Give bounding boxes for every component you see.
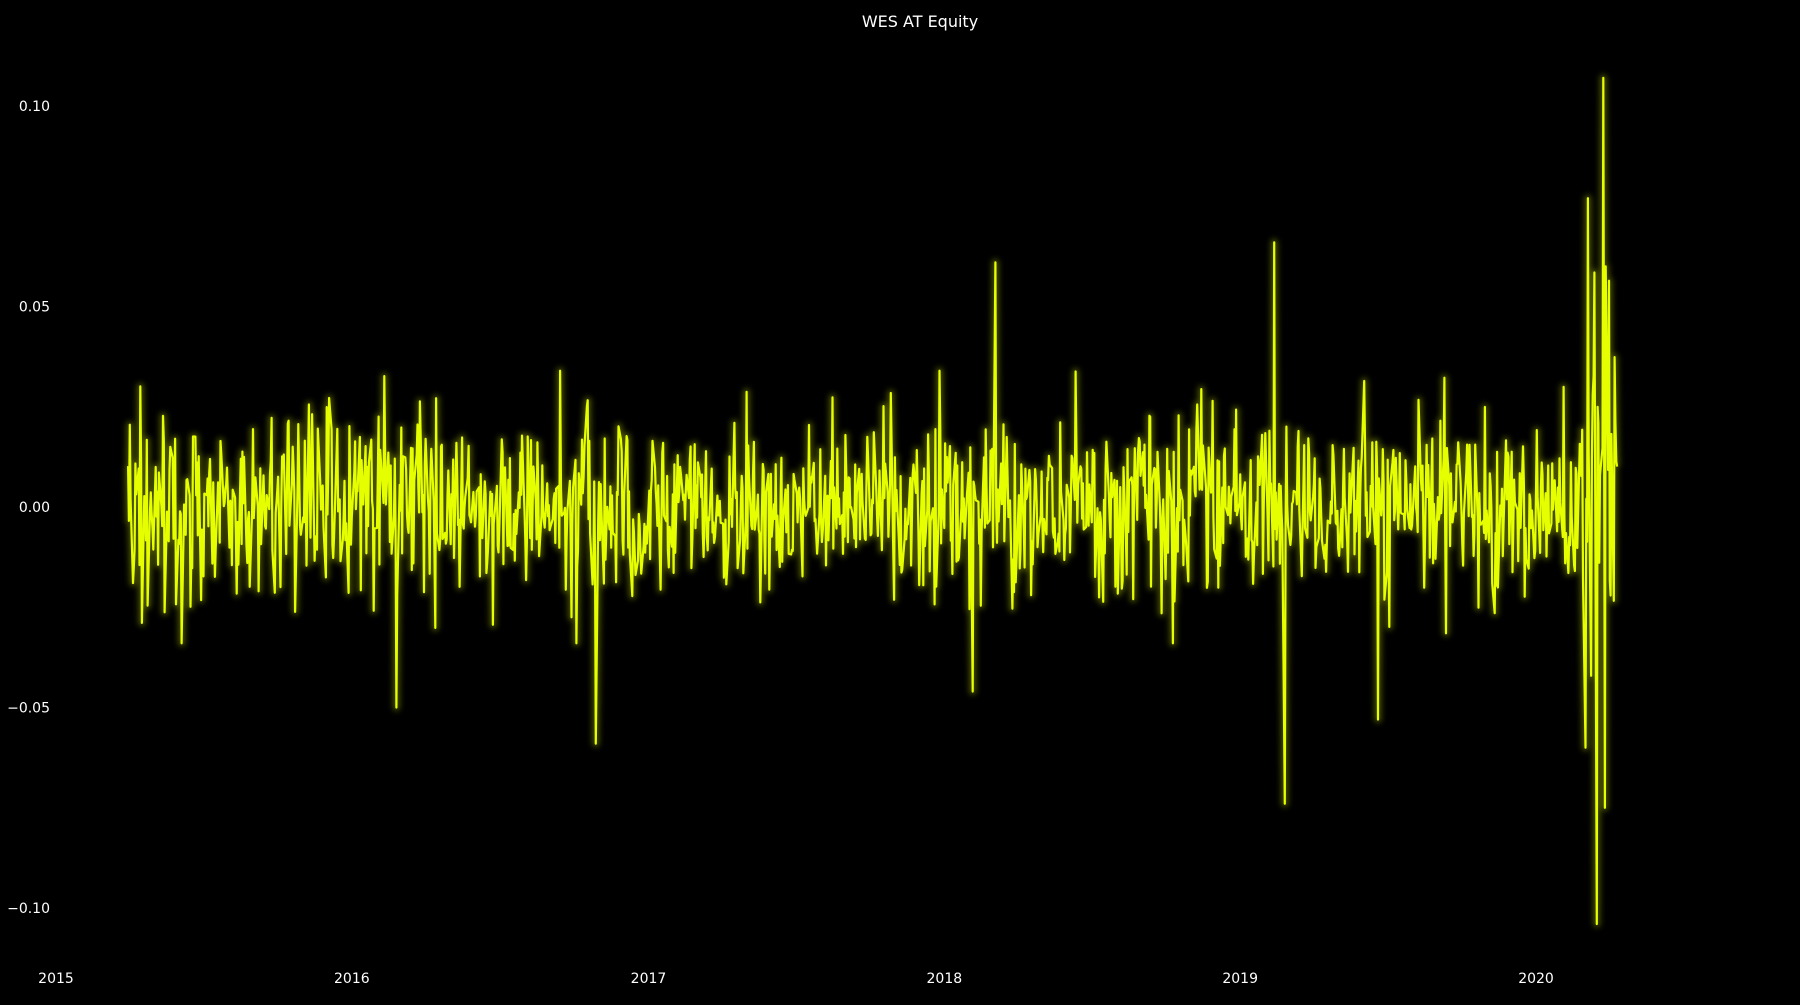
x-tick-label: 2018 <box>927 971 963 987</box>
x-axis: 2015 2016 2017 2018 2019 2020 <box>38 971 1554 987</box>
y-tick-label: −0.10 <box>7 901 50 917</box>
x-tick-label: 2019 <box>1222 971 1258 987</box>
y-tick-label: 0.00 <box>19 500 50 516</box>
x-tick-label: 2017 <box>631 971 667 987</box>
x-tick-label: 2020 <box>1518 971 1554 987</box>
chart-title: WES AT Equity <box>862 12 978 31</box>
x-tick-label: 2015 <box>38 971 74 987</box>
y-axis: 0.10 0.05 0.00 −0.05 −0.10 <box>7 99 50 917</box>
plot-area <box>124 74 1621 928</box>
y-tick-label: 0.05 <box>19 300 50 316</box>
x-tick-label: 2016 <box>334 971 370 987</box>
y-tick-label: −0.05 <box>7 701 50 717</box>
series-line <box>127 76 1619 926</box>
y-tick-label: 0.10 <box>19 99 50 115</box>
